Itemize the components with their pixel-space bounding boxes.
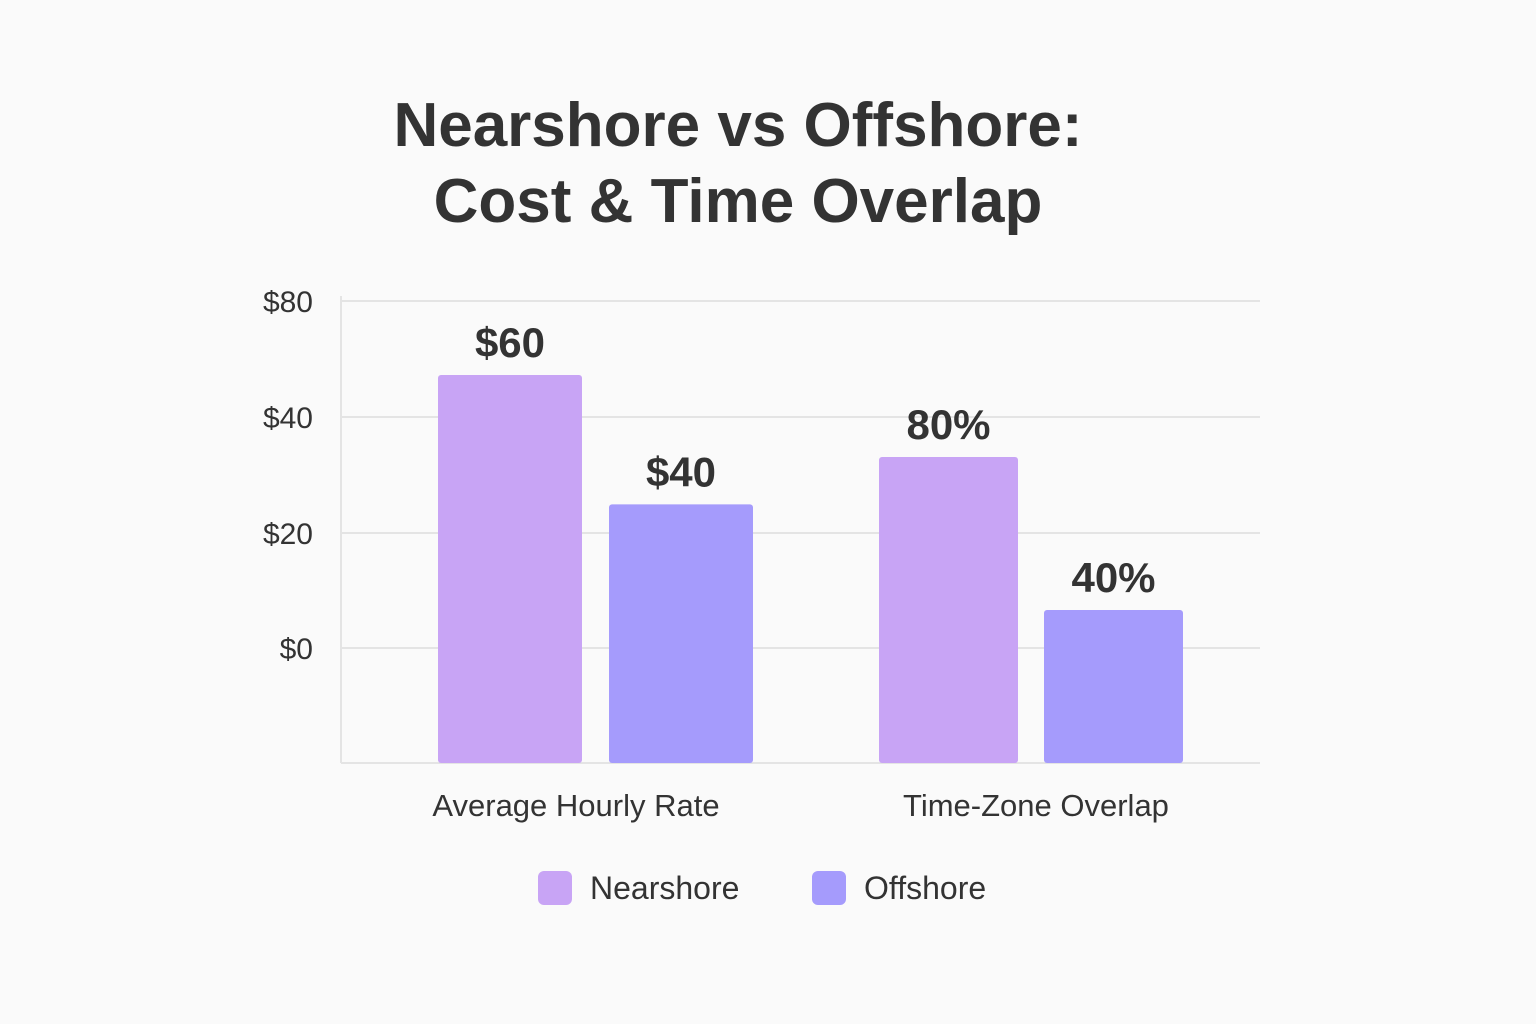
legend-label-offshore: Offshore — [864, 869, 987, 906]
bar-nearshore-0 — [438, 375, 582, 763]
y-tick-label: $0 — [280, 633, 313, 666]
data-label: $60 — [475, 319, 545, 366]
bar-offshore-0 — [609, 504, 753, 763]
data-label: 40% — [1071, 554, 1155, 601]
data-label: $40 — [646, 448, 716, 495]
legend-swatch-nearshore — [538, 871, 572, 905]
chart-title: Nearshore vs Offshore: Cost & Time Overl… — [0, 88, 1476, 240]
chart-title-line-2: Cost & Time Overlap — [433, 167, 1043, 236]
x-category-label: Average Hourly Rate — [432, 788, 719, 823]
x-category-label: Time-Zone Overlap — [903, 788, 1169, 823]
bar-nearshore-1 — [879, 457, 1018, 763]
legend-item-offshore: Offshore — [812, 868, 986, 908]
legend: Nearshore Offshore — [0, 868, 1536, 908]
y-tick-label: $20 — [263, 518, 313, 551]
legend-item-nearshore: Nearshore — [538, 868, 739, 908]
y-tick-label: $80 — [263, 286, 313, 319]
bar-offshore-1 — [1044, 610, 1183, 763]
legend-swatch-offshore — [812, 871, 846, 905]
y-tick-label: $40 — [263, 402, 313, 435]
data-label: 80% — [906, 401, 990, 448]
chart-title-line-1: Nearshore vs Offshore: — [393, 91, 1083, 160]
legend-label-nearshore: Nearshore — [590, 869, 740, 906]
